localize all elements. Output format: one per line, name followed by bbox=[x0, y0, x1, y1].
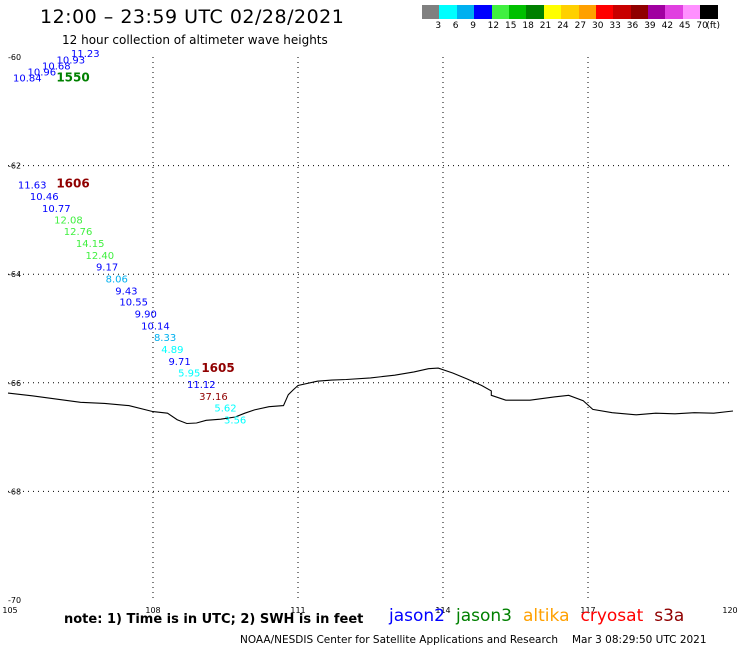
color-swatch-7 bbox=[543, 5, 562, 19]
latitude-tick-label: -62 bbox=[8, 162, 21, 171]
color-swatch-2 bbox=[456, 5, 475, 19]
satellite-legend-jason2: jason2 bbox=[389, 606, 445, 626]
satellite-legend: jason2 jason3 altika cryosat s3a bbox=[389, 606, 695, 626]
wave-height-value: 10.77 bbox=[42, 204, 71, 215]
color-swatch-15 bbox=[682, 5, 701, 19]
pass-number-label: 1606 bbox=[56, 176, 89, 190]
credit-agency: NOAA/NESDIS Center for Satellite Applica… bbox=[240, 634, 558, 646]
wave-height-value: 37.16 bbox=[199, 392, 228, 403]
color-scale-label: 30 bbox=[592, 21, 604, 31]
longitude-tick-label: 114 bbox=[435, 606, 450, 615]
wave-height-value: 10.14 bbox=[141, 322, 170, 333]
pass-number-labels: 1550 1606 1605 bbox=[56, 70, 234, 375]
latitude-tick-label: -70 bbox=[8, 596, 21, 605]
wave-height-value: 12.08 bbox=[54, 216, 83, 227]
color-swatch-13 bbox=[648, 5, 666, 19]
wave-height-value: 10.55 bbox=[119, 298, 148, 309]
satellite-legend-altika: altika bbox=[523, 606, 570, 626]
wave-height-value: 10.93 bbox=[57, 56, 86, 67]
color-scale-label: 21 bbox=[539, 21, 552, 31]
longitude-tick-label: 117 bbox=[580, 606, 595, 615]
color-scale-label: 42 bbox=[661, 21, 674, 31]
satellite-legend-cryosat: cryosat bbox=[580, 606, 644, 626]
latitude-tick-label: -66 bbox=[8, 379, 21, 388]
credit-line: NOAA/NESDIS Center for Satellite Applica… bbox=[240, 634, 707, 646]
wave-height-value: 8.06 bbox=[106, 274, 128, 285]
color-scale-label: 18 bbox=[522, 21, 534, 31]
wave-height-value: 10.96 bbox=[28, 67, 57, 78]
color-swatch-6 bbox=[526, 5, 544, 19]
color-scale-label: 15 bbox=[505, 21, 517, 31]
pass-number-label: 1550 bbox=[56, 70, 89, 84]
wave-height-value: 3.56 bbox=[224, 416, 246, 427]
color-scale-label: 27 bbox=[574, 21, 587, 31]
latitude-tick-label: -64 bbox=[8, 270, 21, 279]
satellite-legend-jason3: jason3 bbox=[456, 606, 512, 626]
page-subtitle: 12 hour collection of altimeter wave hei… bbox=[62, 33, 328, 47]
color-swatch-3 bbox=[474, 5, 492, 19]
longitude-tick-label: 108 bbox=[145, 606, 160, 615]
wave-height-value: 9.17 bbox=[96, 262, 118, 273]
wave-height-value: 4.89 bbox=[161, 345, 183, 356]
wave-height-value: 10.68 bbox=[42, 61, 71, 72]
latitude-tick-label: -68 bbox=[8, 487, 21, 496]
color-swatch-0 bbox=[422, 5, 440, 19]
color-swatch-8 bbox=[561, 5, 579, 19]
wave-height-value: 9.43 bbox=[115, 286, 137, 297]
color-scale-label: 12 bbox=[487, 21, 500, 31]
map-grid bbox=[8, 57, 733, 600]
color-swatch-14 bbox=[665, 5, 683, 19]
color-swatch-11 bbox=[613, 5, 631, 19]
longitude-tick-label: 111 bbox=[290, 606, 305, 615]
longitude-tick-label: 105 bbox=[2, 606, 17, 615]
color-scale-label: 39 bbox=[644, 21, 656, 31]
color-swatch-5 bbox=[508, 5, 527, 19]
color-scale-label: 33 bbox=[609, 21, 621, 31]
wave-height-value: 12.76 bbox=[64, 227, 93, 238]
color-swatch-16 bbox=[700, 5, 718, 19]
color-scale-label: 36 bbox=[626, 21, 639, 31]
longitude-tick-label: 120 bbox=[722, 606, 737, 615]
color-swatch-1 bbox=[439, 5, 457, 19]
color-scale-label: 70 bbox=[696, 21, 708, 31]
wave-height-value: 11.12 bbox=[187, 380, 216, 391]
color-scale-bar bbox=[422, 5, 718, 19]
color-swatch-4 bbox=[491, 5, 509, 19]
wave-height-value: 9.71 bbox=[168, 357, 190, 368]
wave-height-value: 10.46 bbox=[30, 192, 59, 203]
wave-height-value: 10.84 bbox=[13, 73, 42, 84]
units-note: note: 1) Time is in UTC; 2) SWH is in fe… bbox=[64, 612, 364, 627]
pass-number-label: 1605 bbox=[201, 361, 234, 375]
color-scale-label: 9 bbox=[470, 21, 476, 31]
wave-height-value: 14.15 bbox=[76, 239, 105, 250]
color-scale-label: 6 bbox=[452, 21, 459, 31]
latitude-tick-label: -60 bbox=[8, 53, 21, 62]
wave-height-value: 8.33 bbox=[154, 333, 176, 344]
page-title: 12:00 – 23:59 UTC 02/28/2021 bbox=[40, 6, 345, 28]
color-scale-label: 3 bbox=[435, 21, 442, 31]
antarctic-coastline bbox=[7, 367, 734, 425]
color-swatch-9 bbox=[578, 5, 596, 19]
wave-height-value: 5.62 bbox=[214, 404, 236, 415]
map-tick-labels: 105 108 111 114 117 120 -60 -62 -64 -66 -68 -70 bbox=[2, 53, 737, 615]
color-swatch-10 bbox=[595, 5, 614, 19]
wave-height-value: 9.90 bbox=[135, 310, 157, 321]
wave-height-value: 11.63 bbox=[18, 180, 47, 191]
color-swatch-12 bbox=[630, 5, 649, 19]
generated-timestamp: Mar 3 08:29:50 UTC 2021 bbox=[572, 634, 707, 646]
satellite-legend-s3a: s3a bbox=[654, 606, 685, 626]
color-scale-label: 24 bbox=[557, 21, 569, 31]
color-scale-unit: (ft) bbox=[706, 21, 720, 31]
wave-height-value: 5.95 bbox=[178, 368, 200, 379]
wave-height-value: 12.40 bbox=[86, 251, 115, 262]
color-scale-label: 45 bbox=[679, 21, 691, 31]
wave-height-value: 11.23 bbox=[71, 49, 100, 60]
